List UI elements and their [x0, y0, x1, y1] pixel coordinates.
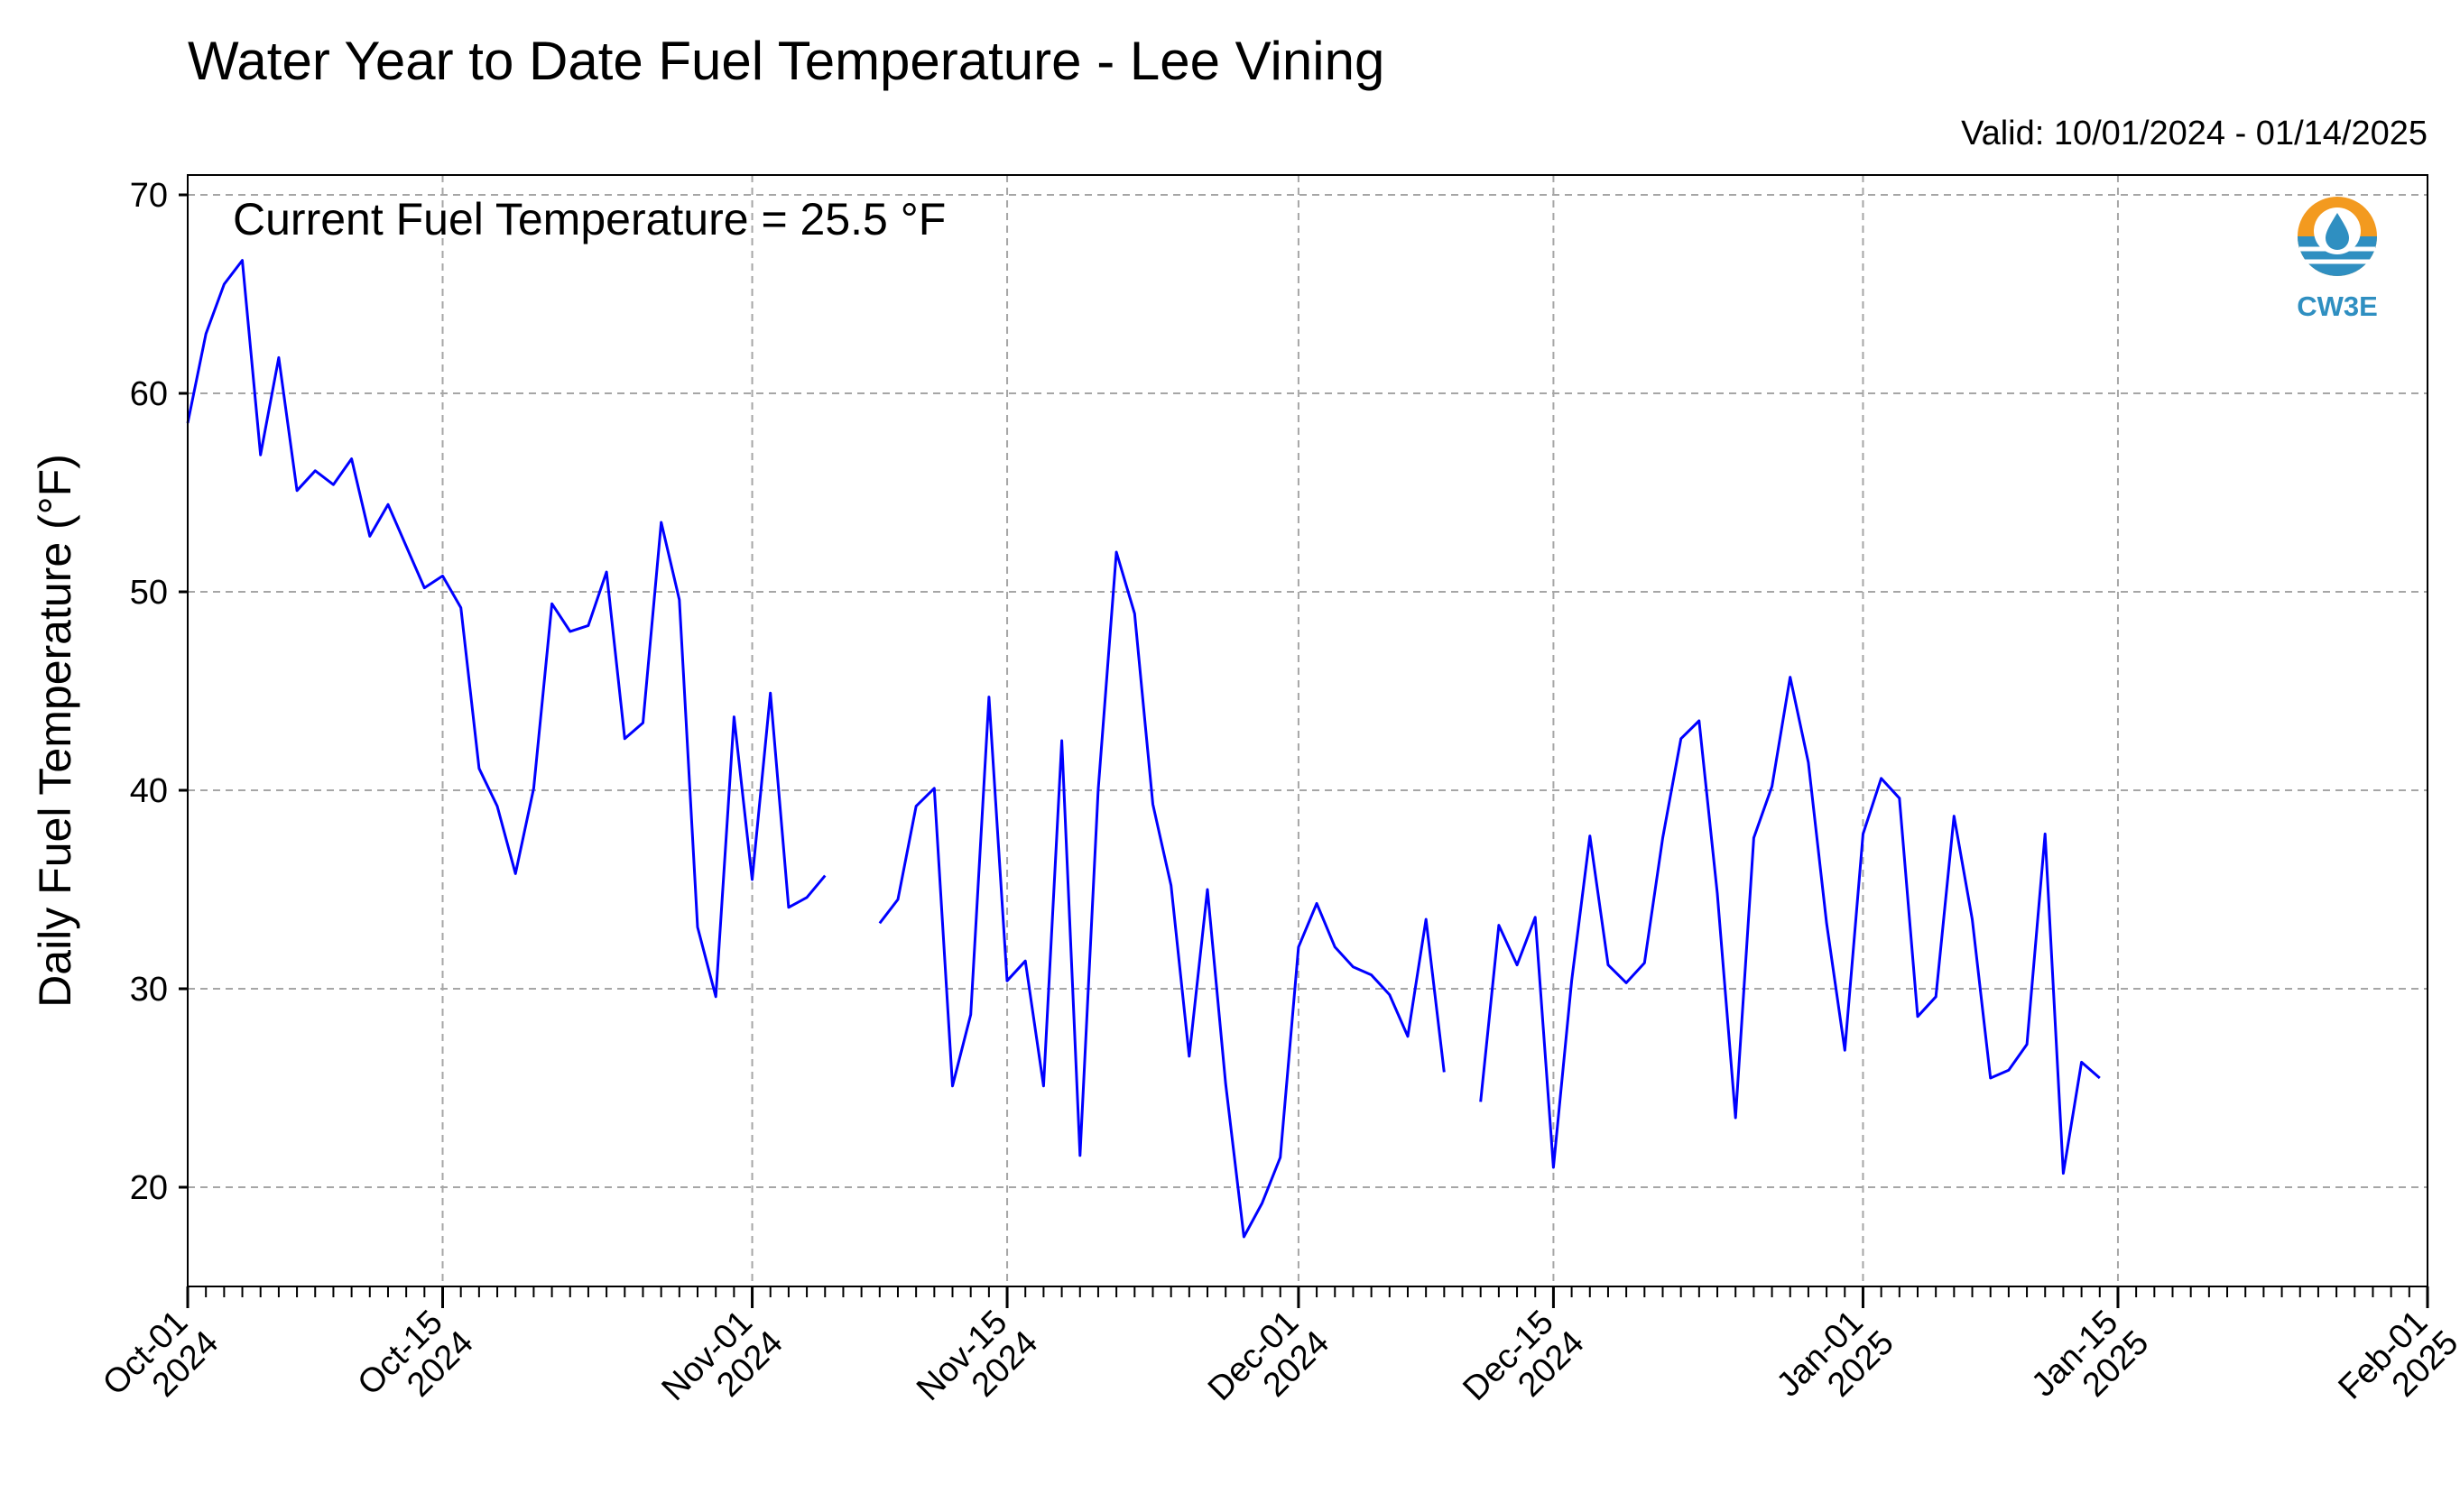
y-tick-label: 70	[130, 177, 168, 215]
current-fuel-temperature-annotation: Current Fuel Temperature = 25.5 °F	[233, 194, 946, 244]
logo-text: CW3E	[2297, 290, 2378, 322]
valid-date-range: Valid: 10/01/2024 - 01/14/2025	[1961, 115, 2428, 152]
cw3e-logo: CW3E	[2297, 197, 2378, 322]
series-layer	[186, 259, 2101, 1239]
y-tick-labels: 20 30 40 50 60 70	[130, 177, 168, 1207]
axis-ticks	[179, 193, 2429, 1308]
y-tick-label: 30	[130, 971, 168, 1009]
y-axis-label: Daily Fuel Temperature (°F)	[30, 454, 80, 1008]
chart-title: Water Year to Date Fuel Temperature - Le…	[188, 31, 1384, 91]
series-line-segment	[878, 550, 1446, 1239]
series-line-segment	[186, 259, 827, 999]
logo-waves	[2298, 236, 2377, 276]
plot-frame	[187, 174, 2428, 1287]
grid-lines	[187, 175, 2428, 1286]
y-tick-label: 60	[130, 375, 168, 413]
series-line-segment	[1479, 676, 2101, 1175]
water-drop-icon	[2326, 213, 2349, 250]
y-tick-label: 20	[130, 1169, 168, 1207]
y-tick-label: 40	[130, 772, 168, 810]
y-tick-label: 50	[130, 574, 168, 612]
